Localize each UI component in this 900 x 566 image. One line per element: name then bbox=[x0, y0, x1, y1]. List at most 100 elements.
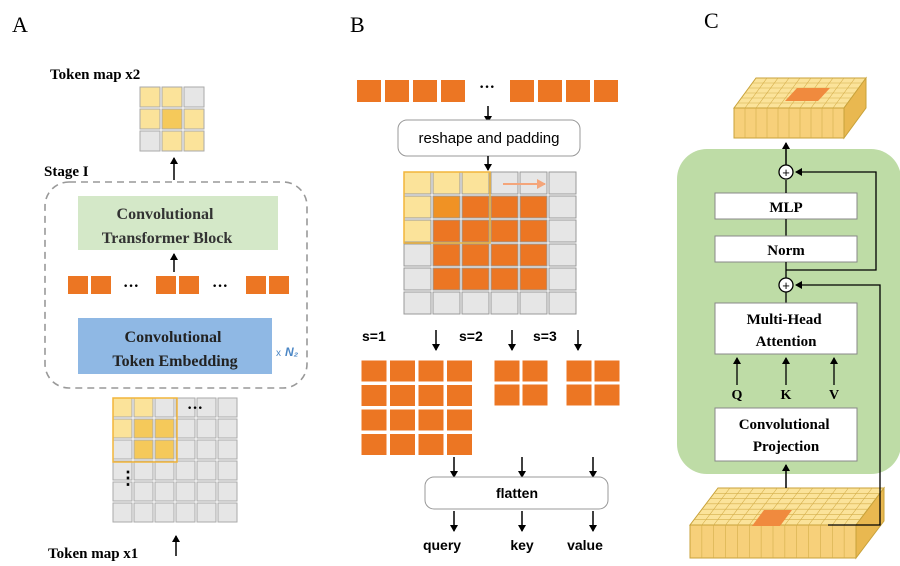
grid-cell bbox=[360, 384, 388, 407]
grid-cell bbox=[446, 408, 473, 432]
grid-cell bbox=[519, 267, 548, 291]
grid-cell bbox=[548, 171, 577, 195]
grid-cell bbox=[175, 460, 196, 481]
grid-cell bbox=[133, 460, 154, 481]
grid-cell bbox=[432, 267, 461, 291]
token-row-dots-1: ··· bbox=[123, 278, 139, 295]
token-map-x2-grid bbox=[139, 86, 205, 152]
grid-cell bbox=[133, 439, 154, 460]
stride-2-output bbox=[493, 359, 549, 407]
reshape-padding-label: reshape and padding bbox=[419, 130, 560, 147]
grid-cell bbox=[490, 195, 519, 219]
grid-cell bbox=[461, 171, 490, 195]
output-token-slab bbox=[733, 76, 867, 140]
grid-cell bbox=[490, 291, 519, 315]
grid-cell bbox=[432, 219, 461, 243]
grid-cell bbox=[461, 267, 490, 291]
token-map-x2-label: Token map x2 bbox=[50, 67, 140, 83]
conv-token-embedding bbox=[78, 318, 272, 374]
grid-cell bbox=[446, 359, 473, 383]
grid-cell bbox=[175, 481, 196, 502]
grid-cell bbox=[112, 502, 133, 523]
v-label: V bbox=[829, 388, 839, 403]
grid-cell bbox=[112, 418, 133, 439]
grid-cell bbox=[175, 418, 196, 439]
grid-cell bbox=[175, 502, 196, 523]
transformer-block-line2: Transformer Block bbox=[102, 230, 233, 247]
grid-cell bbox=[133, 502, 154, 523]
grid-cell bbox=[112, 481, 133, 502]
grid-cell bbox=[490, 267, 519, 291]
transformer-block-line1: Convolutional bbox=[117, 206, 214, 223]
panel-b: B ··· reshape and padding s=1 s=2 s=3 bbox=[350, 12, 621, 553]
stride-label-1: s=1 bbox=[362, 328, 386, 344]
plus-symbol-top: + bbox=[782, 165, 790, 180]
grid-cell bbox=[196, 418, 217, 439]
grid-cell bbox=[417, 384, 445, 407]
token-embedding-line2: Token Embedding bbox=[112, 353, 237, 370]
skip-connection-mlp bbox=[786, 168, 877, 271]
skip-connection-attention bbox=[795, 281, 881, 526]
token-sequence-b bbox=[357, 80, 618, 102]
grid-cell bbox=[461, 195, 490, 219]
output-value: value bbox=[567, 537, 603, 553]
grid-cell bbox=[461, 291, 490, 315]
panel-c: C + MLP Norm + Multi-Head Att bbox=[677, 8, 900, 560]
repeat-prefix: x bbox=[276, 348, 281, 359]
grid-cell bbox=[432, 195, 461, 219]
stride-label-2: s=2 bbox=[459, 328, 483, 344]
stride-1-output bbox=[360, 359, 473, 456]
grid-cell bbox=[196, 439, 217, 460]
grid-cell bbox=[565, 359, 593, 383]
grid-cell bbox=[217, 439, 238, 460]
grid-dots-vertical: ⋮ bbox=[119, 468, 137, 488]
k-label: K bbox=[781, 388, 792, 403]
grid-cell bbox=[490, 219, 519, 243]
panel-a: A Token map x2 Stage I Convolutional Tra… bbox=[12, 12, 308, 562]
grid-cell bbox=[593, 359, 621, 383]
grid-cell bbox=[360, 359, 388, 383]
grid-cell bbox=[403, 195, 432, 219]
grid-cell bbox=[565, 383, 593, 407]
grid-cell bbox=[548, 291, 577, 315]
stride-3-output bbox=[565, 359, 621, 407]
repeat-count: N₂ bbox=[285, 345, 299, 359]
reshape-padding-box bbox=[397, 119, 581, 157]
grid-cell bbox=[593, 383, 621, 407]
grid-cell bbox=[196, 481, 217, 502]
grid-cell bbox=[446, 433, 473, 456]
multi-head-attention-box bbox=[714, 302, 858, 355]
kernel-highlight-b bbox=[403, 171, 491, 244]
projection-line1: Convolutional bbox=[739, 417, 830, 433]
svg-text:Multi-Head Attention: Multi-Head Attention bbox=[747, 312, 826, 350]
grid-cell bbox=[389, 408, 416, 432]
grid-cell bbox=[432, 171, 461, 195]
grid-cell bbox=[217, 502, 238, 523]
grid-cell bbox=[417, 408, 445, 432]
grid-cell bbox=[432, 291, 461, 315]
grid-cell bbox=[548, 195, 577, 219]
grid-cell bbox=[521, 359, 549, 383]
q-label: Q bbox=[732, 388, 743, 403]
grid-cell bbox=[154, 481, 175, 502]
flatten-box bbox=[424, 476, 609, 510]
grid-cell bbox=[519, 195, 548, 219]
padded-token-map bbox=[403, 171, 577, 315]
token-embedding-line1: Convolutional bbox=[125, 329, 222, 346]
grid-cell bbox=[196, 397, 217, 418]
grid-cell bbox=[493, 383, 521, 407]
grid-cell bbox=[360, 408, 388, 432]
output-key: key bbox=[510, 537, 534, 553]
grid-cell bbox=[217, 460, 238, 481]
grid-cell bbox=[446, 384, 473, 407]
mlp-label: MLP bbox=[769, 200, 802, 216]
stage-i-label: Stage I bbox=[44, 164, 89, 180]
grid-cell bbox=[175, 397, 196, 418]
grid-cell bbox=[403, 243, 432, 267]
grid-cell bbox=[461, 243, 490, 267]
grid-cell bbox=[548, 267, 577, 291]
grid-cell bbox=[548, 243, 577, 267]
mlp-box bbox=[714, 192, 858, 220]
grid-cell bbox=[403, 291, 432, 315]
grid-cell bbox=[154, 418, 175, 439]
